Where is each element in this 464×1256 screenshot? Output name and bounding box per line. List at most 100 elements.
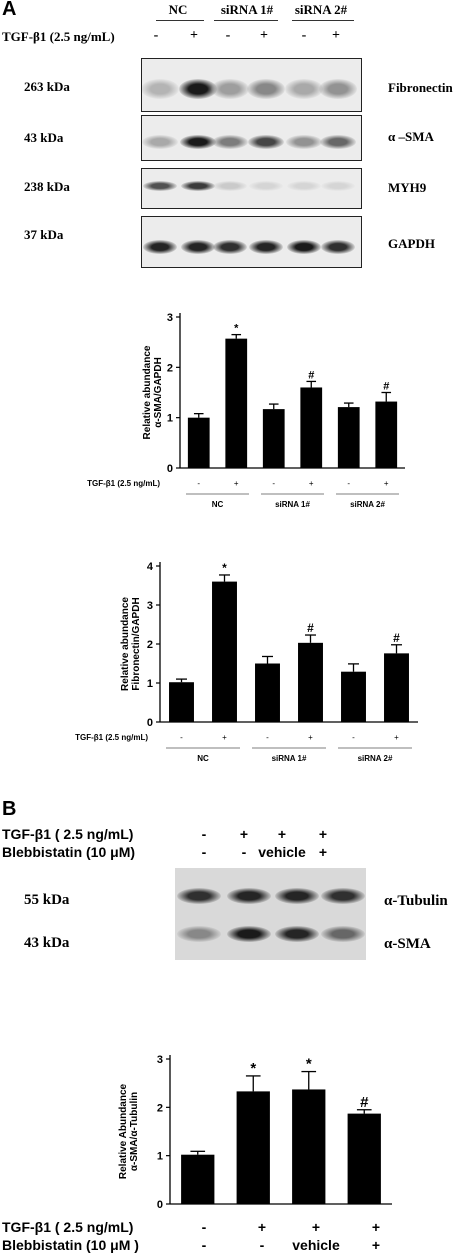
blot-band <box>320 135 356 149</box>
blot-band <box>181 240 215 254</box>
significance-marker: # <box>360 1094 369 1111</box>
blot-band <box>177 926 221 942</box>
blot-band <box>213 240 247 254</box>
bar <box>169 682 194 722</box>
chart-treatment-label: TGF-β1 ( 2.5 ng/mL) <box>2 1219 134 1235</box>
blot-band <box>321 888 365 904</box>
bar <box>181 1154 215 1204</box>
treatment-label: TGF-β1 (2.5 ng/mL) <box>87 479 160 488</box>
blot-band <box>213 181 247 191</box>
treatment-sign: - <box>201 844 207 860</box>
bar <box>298 642 323 722</box>
group-label: NC <box>212 500 224 509</box>
y-tick-label: 1 <box>167 413 173 425</box>
treatment-label: TGF-β1 (2.5 ng/mL) <box>2 29 115 44</box>
treatment-sign: - <box>153 28 159 43</box>
bar <box>300 387 323 468</box>
blot-band <box>275 888 319 904</box>
x-tick-label: + <box>309 479 314 488</box>
bar <box>292 1089 326 1204</box>
y-axis-label-line: Relative abundance <box>142 345 153 439</box>
treatment-sign: + <box>318 826 328 842</box>
x-tick-label: + <box>384 479 389 488</box>
kda-label: 55 kDa <box>24 892 70 908</box>
y-tick-label: 3 <box>147 600 153 612</box>
blot-band <box>212 135 248 149</box>
y-tick-label: 3 <box>167 312 173 324</box>
y-axis-label: Relative abundanceα-SMA/GAPDH <box>142 345 164 439</box>
x-tick-label: - <box>272 479 275 488</box>
significance-marker: * <box>222 561 227 575</box>
significance-marker: # <box>308 369 314 381</box>
x-tick-label: - <box>352 733 355 742</box>
western-blot-tubulin-asma <box>175 868 366 960</box>
treatment-sign: + <box>239 826 249 842</box>
blot-band <box>321 240 355 254</box>
group-header-sirna1: siRNA 1# <box>220 2 274 17</box>
kda-label: 43 kDa <box>24 130 64 145</box>
blot-band <box>249 181 283 191</box>
group-label: siRNA 1# <box>275 500 310 509</box>
y-axis-label-line: Relative abundance <box>120 597 131 691</box>
bar <box>337 407 360 468</box>
x-tick-label: - <box>180 733 183 742</box>
y-tick-label: 1 <box>157 1151 163 1163</box>
treatment-sign: - <box>201 1219 207 1235</box>
y-tick-label: 0 <box>167 463 173 475</box>
significance-marker: * <box>234 323 239 335</box>
group-underline-sirna1 <box>214 20 278 21</box>
group-header-sirna2: siRNA 2# <box>294 2 348 17</box>
group-header-nc: NC <box>168 2 188 17</box>
treatment-sign: + <box>371 1219 381 1235</box>
blot-band <box>249 240 283 254</box>
protein-label: MYH9 <box>388 180 427 195</box>
y-tick-label: 0 <box>147 717 153 729</box>
y-tick-label: 2 <box>147 639 153 651</box>
blot-band <box>142 79 179 99</box>
chart-blebbistatin-label: Blebbistatin (10 μM ) <box>2 1237 139 1253</box>
protein-label: α-Tubulin <box>384 893 448 909</box>
blot-band <box>227 888 271 904</box>
bar <box>255 663 280 722</box>
bar <box>347 1113 381 1204</box>
group-underline-sirna2 <box>292 20 354 21</box>
treatment-sign: - <box>225 28 231 43</box>
bar <box>262 409 285 468</box>
bar <box>375 401 398 468</box>
treatment-sign: - <box>301 28 307 43</box>
y-tick-label: 2 <box>167 362 173 374</box>
panel-b-letter: B <box>2 798 17 820</box>
group-label: siRNA 2# <box>350 500 385 509</box>
blot-band <box>287 181 321 191</box>
bar <box>341 671 366 722</box>
blot-band <box>142 135 178 149</box>
y-axis-label-line: α-SMA/GAPDH <box>153 357 164 428</box>
y-tick-label: 0 <box>157 1199 163 1211</box>
significance-marker: # <box>383 381 389 393</box>
treatment-sign: vehicle <box>292 1237 340 1253</box>
blot-band <box>248 135 284 149</box>
bar <box>212 581 237 722</box>
bar-chart-asma-tubulin: Relative Abundanceα-SMA/α-Tubulin 0 1 2 3 * * # <box>118 1054 392 1211</box>
y-axis-label-line: Relative Abundance <box>118 1083 129 1179</box>
treatment-sign: vehicle <box>258 844 306 860</box>
y-axis-label-line: α-SMA/α-Tubulin <box>129 1092 140 1171</box>
x-tick-label: + <box>222 733 227 742</box>
treatment-sign: + <box>318 844 328 860</box>
y-axis-label-line: Fibronectin/GAPDH <box>131 597 142 690</box>
blot-band <box>321 181 355 191</box>
group-label: NC <box>197 754 209 763</box>
blot-band <box>179 79 217 99</box>
treatment-label: TGF-β1 (2.5 ng/mL) <box>75 733 148 742</box>
treatment-sign: + <box>311 1219 321 1235</box>
y-tick-label: 4 <box>147 561 154 573</box>
treatment-sign: + <box>190 28 198 43</box>
blot-band <box>287 240 321 254</box>
significance-marker: * <box>306 1056 312 1073</box>
western-blot-fibronectin <box>141 58 362 112</box>
panel-a-letter: A <box>2 0 17 20</box>
blot-band <box>275 926 319 942</box>
significance-marker: # <box>307 621 314 635</box>
bar <box>384 653 409 722</box>
protein-label: Fibronectin <box>388 80 453 95</box>
